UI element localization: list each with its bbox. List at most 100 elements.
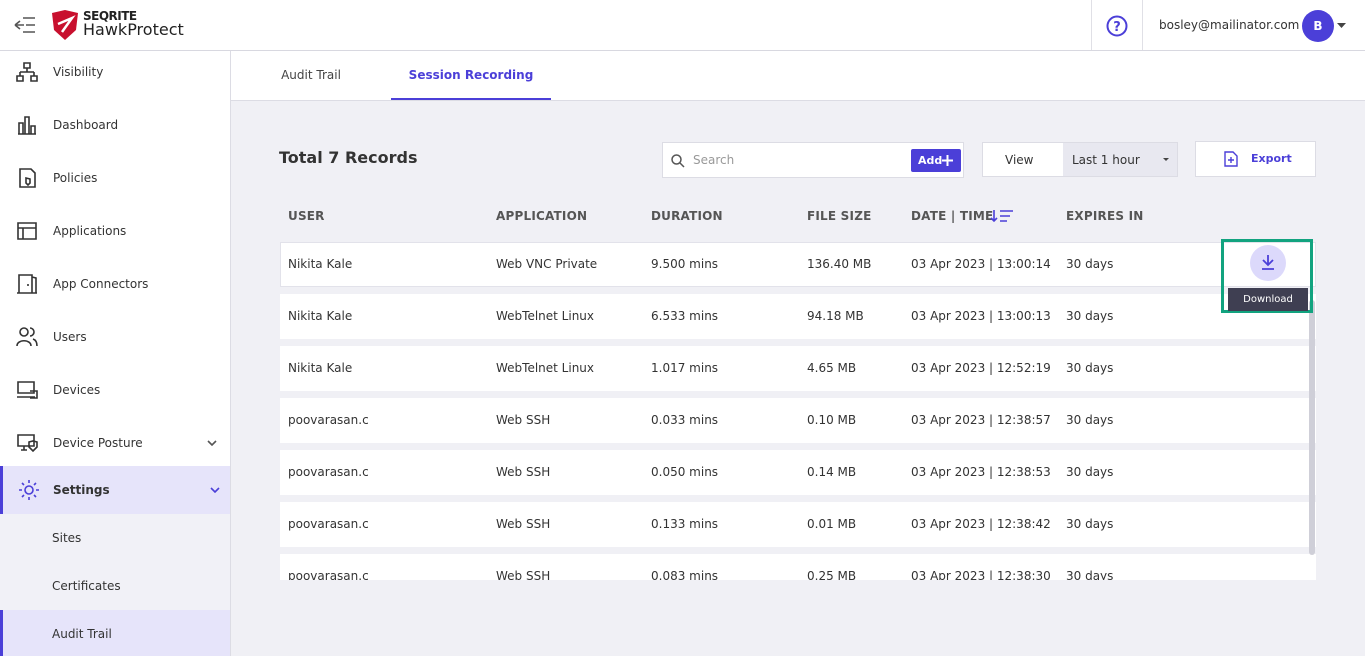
- cell: 30 days: [1066, 309, 1114, 323]
- sub-item[interactable]: Certificates: [0, 562, 230, 610]
- chevron: [207, 440, 217, 446]
- cell: 03 Apr 2023 | 12:38:42: [911, 517, 1051, 531]
- nav-icon: [19, 480, 39, 500]
- table-row: Nikita Kale Web VNC Private 9.500 mins 136.…: [280, 242, 1316, 287]
- cell: 30 days: [1066, 465, 1114, 479]
- nav-label: Settings: [53, 483, 110, 497]
- sub-label: Audit Trail: [52, 627, 112, 641]
- cell: WebTelnet Linux: [496, 309, 595, 323]
- export-label: Export: [1251, 152, 1292, 165]
- brand-bottom: HawkProtect: [83, 20, 184, 39]
- nav-icon: [19, 168, 36, 188]
- nav-icon: [16, 62, 38, 82]
- cell: poovarasan.c: [288, 517, 369, 531]
- cell: Nikita Kale: [288, 309, 353, 323]
- chevron: [210, 487, 220, 493]
- nav-icon: [18, 116, 36, 135]
- cell: 0.01 MB: [807, 517, 857, 531]
- svg-text:?: ?: [1113, 20, 1121, 35]
- nav-icon: [17, 222, 37, 240]
- cell: WebTelnet Linux: [496, 361, 595, 375]
- divider: [1091, 0, 1092, 50]
- nav-item[interactable]: Users: [0, 313, 230, 361]
- tab-active[interactable]: Session Recording: [391, 51, 551, 100]
- sub-item-active[interactable]: Audit Trail: [0, 610, 230, 656]
- cell: poovarasan.c: [288, 569, 369, 580]
- export-icon: [1224, 151, 1238, 167]
- plus-icon: [942, 155, 953, 166]
- highlight-box: [1221, 239, 1313, 313]
- cell: 03 Apr 2023 | 13:00:13: [911, 309, 1051, 323]
- download-icon: [1262, 255, 1274, 270]
- cell: 0.14 MB: [807, 465, 857, 479]
- nav-item[interactable]: App Connectors: [0, 260, 230, 308]
- table-row: poovarasan.c Web SSH 0.133 mins 0.01 MB 03 A…: [280, 502, 1316, 547]
- search-box[interactable]: Search Add: [662, 142, 964, 178]
- time-range-select[interactable]: Last 1 hour: [1063, 143, 1177, 176]
- tabs: Audit Trail Session Recording: [231, 51, 1365, 101]
- cell: 03 Apr 2023 | 12:38:57: [911, 413, 1051, 427]
- user-email[interactable]: bosley@mailinator.com: [1159, 18, 1300, 32]
- cell: Nikita Kale: [288, 257, 353, 271]
- nav-item[interactable]: Device Posture: [0, 419, 230, 467]
- download-button[interactable]: [1250, 245, 1286, 281]
- cell: 9.500 mins: [651, 257, 719, 271]
- cell: 4.65 MB: [807, 361, 857, 375]
- nav-item[interactable]: Dashboard: [0, 101, 230, 149]
- nav-item[interactable]: Applications: [0, 207, 230, 255]
- nav-label: Policies: [53, 171, 98, 185]
- collapse-icon[interactable]: [14, 16, 36, 34]
- cell: Web SSH: [496, 569, 551, 580]
- nav-icon: [17, 274, 37, 294]
- cell: Web SSH: [496, 517, 551, 531]
- divider: [1142, 0, 1143, 50]
- column-header: APPLICATION: [496, 209, 588, 223]
- nav-icon: [16, 327, 38, 347]
- column-header: FILE SIZE: [807, 209, 872, 223]
- cell: Web VNC Private: [496, 257, 598, 271]
- cell: 6.533 mins: [651, 309, 719, 323]
- tab[interactable]: Audit Trail: [281, 68, 341, 82]
- cell: 0.133 mins: [651, 517, 719, 531]
- avatar[interactable]: B: [1302, 10, 1334, 42]
- nav-label: Applications: [53, 224, 127, 238]
- tooltip: Download: [1228, 288, 1308, 311]
- brand-top: SEQRITE: [83, 9, 137, 23]
- add-button[interactable]: Add: [911, 149, 961, 172]
- cell: 136.40 MB: [807, 257, 872, 271]
- cell: 03 Apr 2023 | 12:38:53: [911, 465, 1051, 479]
- cell: poovarasan.c: [288, 413, 369, 427]
- sub-label: Certificates: [52, 579, 121, 593]
- sub-item[interactable]: Sites: [0, 514, 230, 562]
- help-icon[interactable]: ?: [1106, 15, 1128, 37]
- cell: Nikita Kale: [288, 361, 353, 375]
- nav-item[interactable]: Visibility: [0, 51, 230, 96]
- logo-shield: [52, 10, 78, 40]
- column-header: USER: [288, 209, 325, 223]
- time-range: Last 1 hour: [1072, 153, 1140, 167]
- avatar-caret[interactable]: [1337, 23, 1347, 29]
- sidebar: Visibility Dashboard Policies Applications A…: [0, 51, 231, 656]
- header: SEQRITE HawkProtect ? bosley@mailinator.…: [0, 0, 1365, 51]
- sort-icon[interactable]: [990, 209, 1014, 223]
- nav-label: App Connectors: [53, 277, 149, 291]
- cell: 30 days: [1066, 569, 1114, 580]
- column-header: EXPIRES IN: [1066, 209, 1144, 223]
- select-caret: [1163, 158, 1169, 161]
- cell: 0.25 MB: [807, 569, 857, 580]
- nav-item[interactable]: Policies: [0, 154, 230, 202]
- cell: 03 Apr 2023 | 13:00:14: [911, 257, 1051, 271]
- search-placeholder: Search: [693, 153, 735, 167]
- cell: poovarasan.c: [288, 465, 369, 479]
- nav-icon: [17, 381, 38, 399]
- cell: 03 Apr 2023 | 12:38:30: [911, 569, 1051, 580]
- view-filter: View Last 1 hour: [982, 142, 1178, 177]
- nav-label: Devices: [53, 383, 101, 397]
- cell: 0.033 mins: [651, 413, 719, 427]
- nav-item[interactable]: Devices: [0, 366, 230, 414]
- table-row: poovarasan.c Web SSH 0.083 mins 0.25 MB 03 A…: [280, 554, 1316, 580]
- export-button[interactable]: Export: [1195, 141, 1316, 177]
- table-row: Nikita Kale WebTelnet Linux 1.017 mins 4.65…: [280, 346, 1316, 391]
- nav-item-active[interactable]: Settings: [0, 466, 230, 514]
